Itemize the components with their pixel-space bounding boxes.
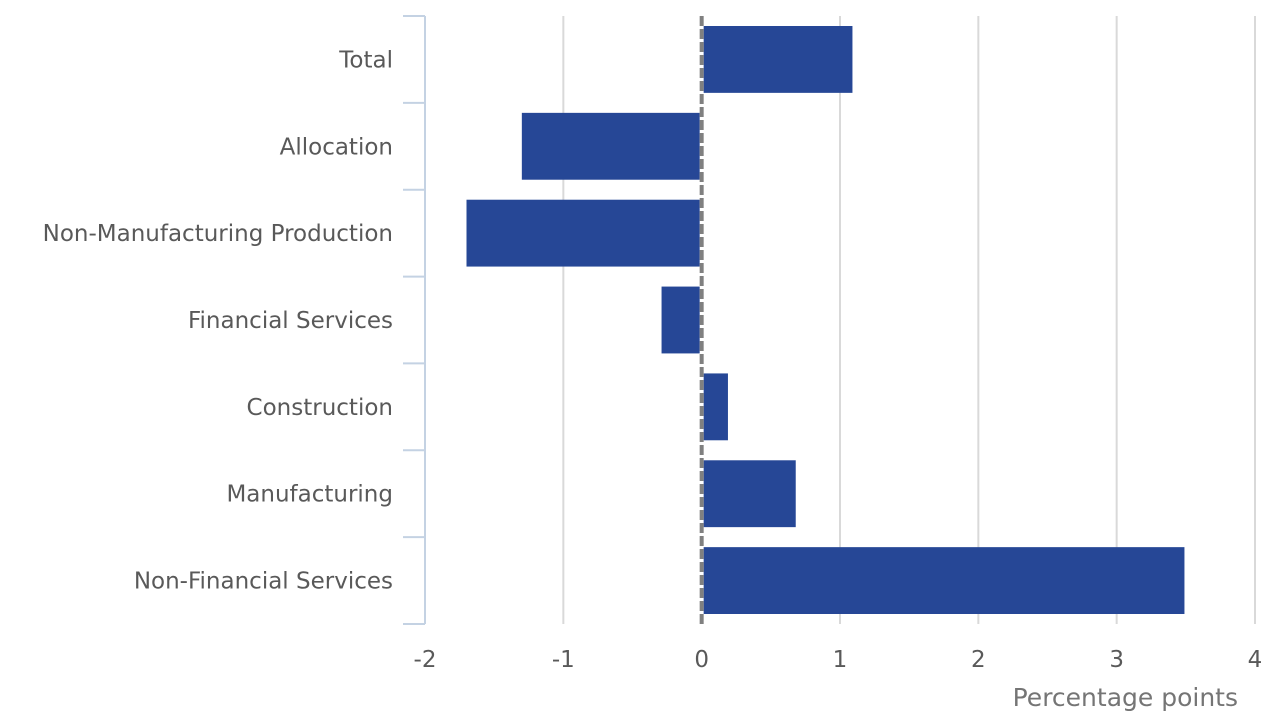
x-tick-labels: -2 -1 0 1 2 3 4 bbox=[414, 647, 1263, 673]
category-label: Financial Services bbox=[188, 308, 393, 334]
category-label: Non-Manufacturing Production bbox=[43, 221, 393, 247]
bar bbox=[703, 373, 728, 441]
grid-lines bbox=[562, 16, 1256, 624]
axes bbox=[403, 15, 704, 625]
x-tick-label: 0 bbox=[694, 647, 709, 673]
bar bbox=[661, 286, 700, 354]
x-tick-label: 1 bbox=[833, 647, 848, 673]
category-label: Non-Financial Services bbox=[134, 569, 393, 595]
category-label: Total bbox=[338, 47, 393, 73]
x-tick-label: 3 bbox=[1109, 647, 1124, 673]
category-label: Construction bbox=[247, 395, 393, 421]
x-axis-title: Percentage points bbox=[1013, 683, 1238, 711]
x-tick-label: -1 bbox=[552, 647, 575, 673]
x-tick-label: -2 bbox=[414, 647, 437, 673]
category-labels: Total Allocation Non-Manufacturing Product… bbox=[43, 47, 393, 594]
x-tick-label: 2 bbox=[971, 647, 986, 673]
bar bbox=[703, 460, 796, 528]
category-label: Allocation bbox=[280, 134, 393, 160]
bars bbox=[466, 26, 1185, 614]
x-tick-label: 4 bbox=[1248, 647, 1263, 673]
bar bbox=[466, 199, 700, 267]
bar bbox=[703, 26, 853, 93]
category-label: Manufacturing bbox=[226, 482, 393, 508]
bar bbox=[521, 112, 700, 180]
bar bbox=[703, 547, 1185, 614]
